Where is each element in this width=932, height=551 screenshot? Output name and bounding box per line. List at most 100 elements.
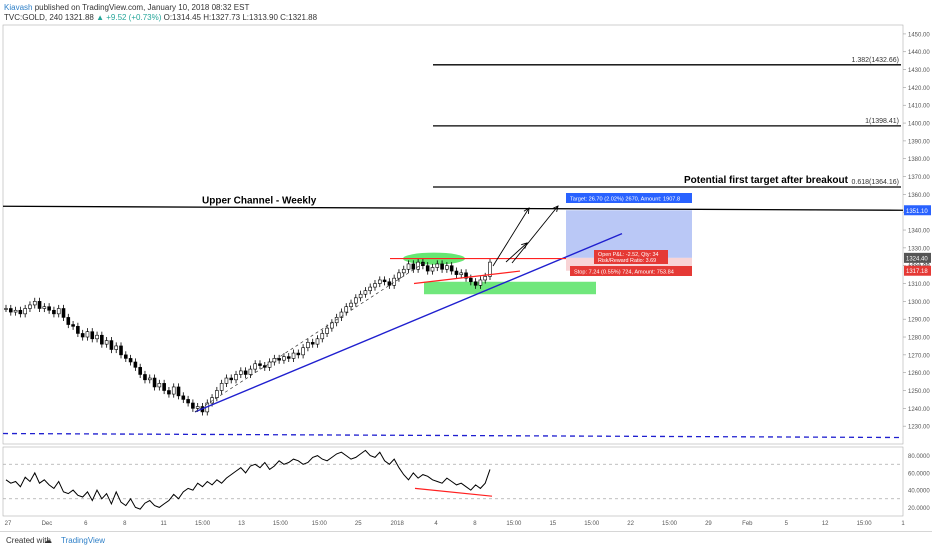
candle-body bbox=[430, 267, 435, 272]
price-badge-entry-bg bbox=[904, 252, 931, 263]
time-tick-label: 2018 bbox=[390, 521, 404, 527]
time-tick-label: 15:00 bbox=[584, 521, 600, 527]
candle-body bbox=[32, 301, 37, 306]
breakout-label: Potential first target after breakout bbox=[684, 175, 849, 186]
stop-label-box bbox=[570, 266, 692, 276]
rsi-line bbox=[5, 449, 491, 510]
last-price: 1321.88 bbox=[64, 13, 94, 22]
candle-body bbox=[104, 340, 109, 345]
channel-label: Upper Channel - Weekly bbox=[202, 195, 317, 206]
drawings[interactable]: Upper Channel - Weekly Potential first ta… bbox=[194, 175, 849, 413]
candle-body bbox=[272, 358, 277, 363]
candle-body bbox=[90, 331, 95, 340]
price-badge-last: 1321.88 bbox=[908, 261, 930, 267]
grid bbox=[2, 24, 904, 517]
candle-body bbox=[469, 277, 473, 283]
time-tick-label: 12 bbox=[822, 521, 829, 527]
candle-body bbox=[387, 281, 392, 286]
time-tick-label: 5 bbox=[785, 521, 789, 527]
time-tick-label: 25 bbox=[355, 521, 362, 527]
time-tick-label: 27 bbox=[5, 521, 12, 527]
candle-body bbox=[239, 370, 243, 375]
candle-body bbox=[191, 402, 195, 409]
candle-body bbox=[262, 365, 267, 368]
candle-body bbox=[133, 361, 138, 368]
candle-body bbox=[195, 406, 200, 409]
position-label-1: Open P&L: -2.52, Qty: 34 bbox=[598, 252, 659, 258]
time-tick-label: 15 bbox=[549, 521, 556, 527]
candle-body bbox=[277, 358, 281, 361]
candle-body bbox=[124, 354, 128, 359]
candle-body bbox=[445, 265, 449, 270]
position-label-box bbox=[594, 250, 668, 264]
time-tick-label: 15:00 bbox=[273, 521, 289, 527]
candle-body bbox=[167, 390, 171, 395]
candle-body bbox=[186, 399, 190, 404]
candle-body bbox=[411, 263, 416, 270]
candle-body bbox=[320, 333, 325, 340]
fib-level-label: 1(1398.41) bbox=[865, 118, 899, 125]
candle-body bbox=[119, 345, 123, 356]
candle-body bbox=[52, 309, 56, 315]
time-tick-label: 8 bbox=[123, 521, 127, 527]
price-tick-label: 1440.00 bbox=[908, 50, 930, 56]
candle-body bbox=[282, 356, 286, 361]
candle-body bbox=[325, 327, 329, 334]
candle-body bbox=[306, 342, 310, 349]
price-tick-label: 1290.00 bbox=[908, 318, 930, 324]
candle-body bbox=[286, 356, 291, 359]
candle-body bbox=[363, 290, 368, 295]
candle-body bbox=[258, 363, 262, 366]
rsi-tick-label: 80.0000 bbox=[908, 454, 930, 460]
candle-body bbox=[61, 308, 66, 318]
levels: 1.382(1432.66) 1(1398.41) 0.618(1364.16) bbox=[2, 57, 904, 439]
projection-arrow-1 bbox=[492, 207, 530, 267]
tradingview-brand[interactable]: TradingView bbox=[61, 536, 106, 545]
price-tick-label: 1240.00 bbox=[908, 407, 930, 413]
candle-body bbox=[76, 326, 80, 334]
candle-body bbox=[349, 302, 353, 308]
candle-body bbox=[301, 347, 305, 356]
candle-body bbox=[114, 345, 119, 350]
author-link[interactable]: Kiavash bbox=[4, 3, 33, 12]
candle-body bbox=[109, 340, 114, 350]
time-tick-label: 15:00 bbox=[312, 521, 328, 527]
time-tick-label: 4 bbox=[434, 521, 438, 527]
candle-body bbox=[152, 377, 157, 388]
time-tick-label: 15:00 bbox=[506, 521, 522, 527]
price-tick-label: 1450.00 bbox=[908, 32, 930, 38]
candle-body bbox=[210, 397, 214, 404]
candle-body bbox=[147, 377, 152, 381]
dashed-channel-line bbox=[194, 261, 426, 413]
candle-body bbox=[28, 304, 32, 309]
time-tick-label: Dec bbox=[42, 521, 53, 527]
chart-header: Kiavash published on TradingView.com, Ja… bbox=[4, 3, 317, 23]
price-tick-label: 1260.00 bbox=[908, 371, 930, 377]
candle-body bbox=[416, 261, 420, 270]
candle-body bbox=[267, 361, 272, 368]
candle-body bbox=[483, 276, 488, 281]
projection-arrow-2-head bbox=[552, 205, 559, 212]
price-badge-stop-bg bbox=[904, 265, 931, 276]
candle-body bbox=[440, 263, 444, 270]
price-tick-label: 1360.00 bbox=[908, 193, 930, 199]
candle-body bbox=[296, 352, 301, 356]
candle-body bbox=[358, 293, 363, 299]
projection-arrow-3 bbox=[505, 242, 528, 263]
time-tick-label: 13 bbox=[238, 521, 245, 527]
candles bbox=[4, 258, 492, 416]
candle-body bbox=[56, 308, 61, 315]
projection-arrow-1-head bbox=[523, 207, 530, 215]
candle-body bbox=[66, 317, 71, 325]
price-tick-label: 1270.00 bbox=[908, 353, 930, 359]
candle-body bbox=[344, 306, 349, 313]
price-badge-stop: 1317.18 bbox=[906, 269, 928, 275]
candle-body bbox=[18, 309, 23, 315]
symbol-name: TVC:GOLD, 240 bbox=[4, 13, 63, 22]
candle-body bbox=[406, 263, 411, 270]
price-tick-label: 1250.00 bbox=[908, 389, 930, 395]
price-tick-label: 1430.00 bbox=[908, 68, 930, 74]
price-badge-target-bg bbox=[904, 205, 931, 216]
candle-body bbox=[143, 374, 147, 381]
